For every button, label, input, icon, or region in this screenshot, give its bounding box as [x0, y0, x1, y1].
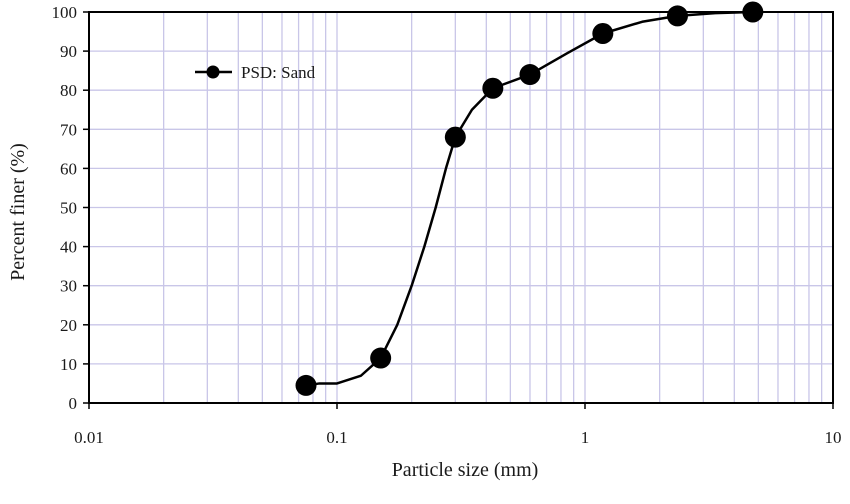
y-tick-label: 90 — [60, 42, 77, 61]
grid-lines — [89, 12, 833, 403]
y-tick-label: 30 — [60, 277, 77, 296]
data-point — [666, 5, 688, 27]
x-tick-label: 1 — [581, 428, 590, 447]
data-point — [742, 1, 764, 23]
legend-label: PSD: Sand — [241, 63, 316, 82]
series-layer — [295, 1, 764, 396]
series-line — [305, 10, 753, 387]
data-point — [444, 126, 466, 148]
x-axis-title: Particle size (mm) — [392, 459, 539, 481]
y-tick-label: 10 — [60, 355, 77, 374]
data-point — [482, 77, 504, 99]
axis-ticks: 0 10 20 30 40 50 60 70 80 90 100 0.01 0.1 1 10 — [52, 3, 842, 447]
data-point — [519, 64, 541, 86]
data-point — [592, 23, 614, 45]
y-tick-label: 100 — [52, 3, 78, 22]
y-tick-label: 20 — [60, 316, 77, 335]
x-tick-label: 10 — [825, 428, 842, 447]
y-axis-title: Percent finer (%) — [7, 143, 29, 281]
y-tick-label: 70 — [60, 120, 77, 139]
data-point — [295, 374, 317, 396]
y-tick-label: 50 — [60, 199, 77, 218]
y-tick-label: 60 — [60, 159, 77, 178]
data-point — [370, 347, 392, 369]
legend: PSD: Sand — [195, 63, 316, 82]
y-tick-label: 0 — [69, 394, 78, 413]
legend-marker-swatch — [206, 65, 220, 79]
y-tick-label: 40 — [60, 238, 77, 257]
y-tick-label: 80 — [60, 81, 77, 100]
x-tick-label: 0.01 — [74, 428, 104, 447]
x-tick-label: 0.1 — [326, 428, 347, 447]
